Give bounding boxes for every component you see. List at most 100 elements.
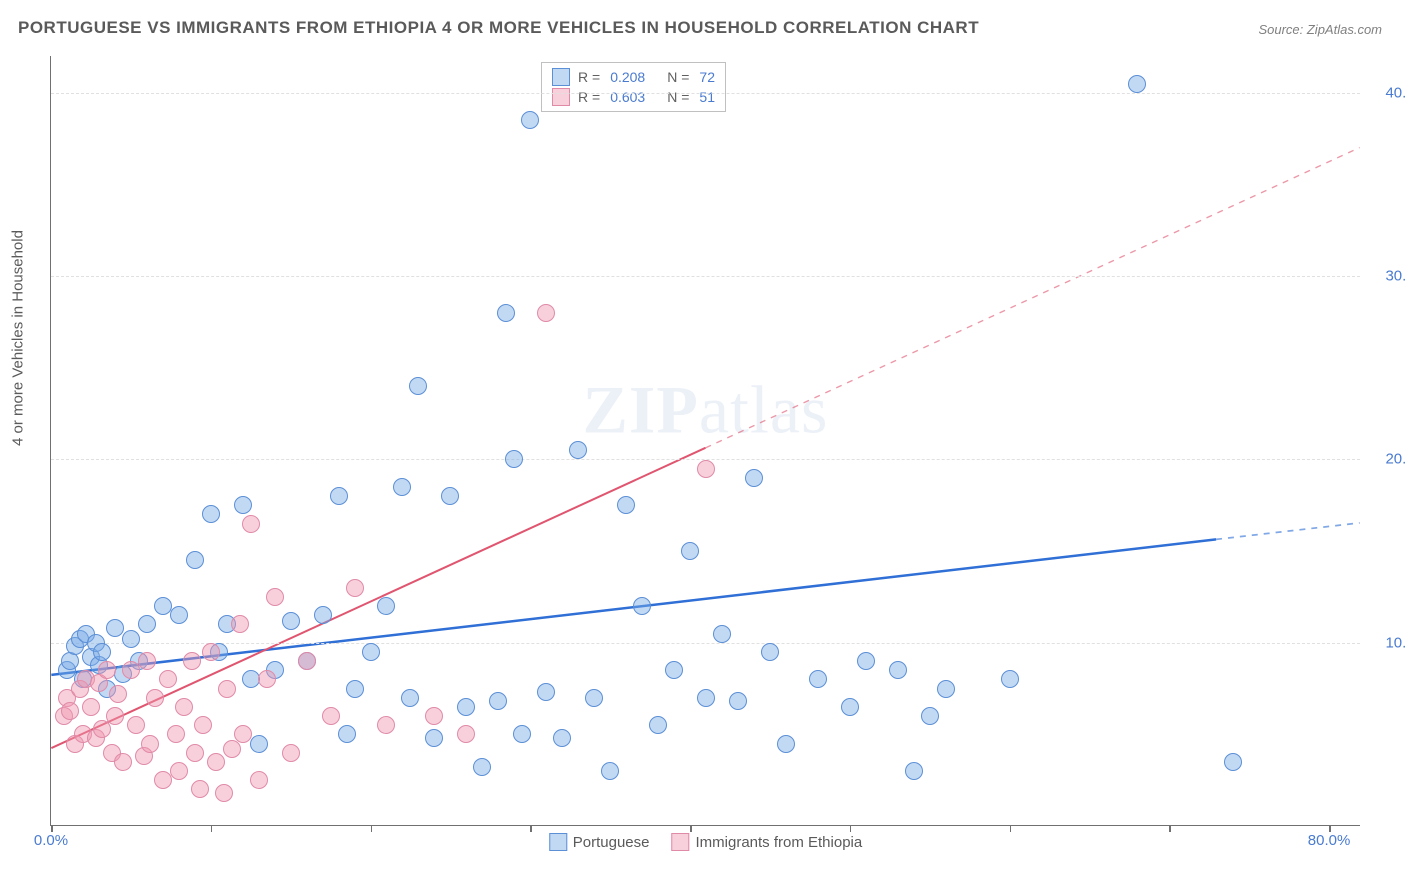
scatter-point-ethiopia — [98, 661, 116, 679]
x-tick-mark — [371, 825, 373, 832]
x-tick-mark — [690, 825, 692, 832]
legend-stats-box: R =0.208N =72R =0.603N =51 — [541, 62, 726, 112]
scatter-point-portuguese — [202, 505, 220, 523]
scatter-point-ethiopia — [250, 771, 268, 789]
scatter-point-ethiopia — [114, 753, 132, 771]
scatter-point-portuguese — [553, 729, 571, 747]
scatter-point-portuguese — [809, 670, 827, 688]
scatter-point-portuguese — [857, 652, 875, 670]
scatter-point-portuguese — [497, 304, 515, 322]
x-tick-mark — [1169, 825, 1171, 832]
x-tick-label: 0.0% — [34, 832, 68, 849]
legend-r-label: R = — [578, 89, 600, 105]
scatter-point-ethiopia — [697, 460, 715, 478]
scatter-point-portuguese — [681, 542, 699, 560]
scatter-point-ethiopia — [194, 716, 212, 734]
legend-r-value: 0.603 — [610, 89, 645, 105]
scatter-point-portuguese — [330, 487, 348, 505]
scatter-point-ethiopia — [377, 716, 395, 734]
scatter-point-portuguese — [93, 643, 111, 661]
scatter-point-ethiopia — [231, 615, 249, 633]
y-tick-label: 30.0% — [1368, 268, 1406, 285]
watermark-bold: ZIP — [583, 371, 699, 447]
x-tick-label: 80.0% — [1308, 832, 1351, 849]
legend-n-label: N = — [667, 69, 689, 85]
x-tick-mark — [530, 825, 532, 832]
scatter-point-portuguese — [521, 111, 539, 129]
scatter-point-portuguese — [617, 496, 635, 514]
y-tick-label: 10.0% — [1368, 634, 1406, 651]
scatter-point-ethiopia — [109, 685, 127, 703]
legend-n-label: N = — [667, 89, 689, 105]
y-tick-label: 20.0% — [1368, 451, 1406, 468]
scatter-point-ethiopia — [282, 744, 300, 762]
gridline-h — [51, 276, 1360, 277]
scatter-point-ethiopia — [207, 753, 225, 771]
watermark: ZIPatlas — [583, 370, 829, 449]
scatter-point-ethiopia — [186, 744, 204, 762]
legend-n-value: 51 — [699, 89, 715, 105]
scatter-point-portuguese — [713, 625, 731, 643]
scatter-point-ethiopia — [346, 579, 364, 597]
scatter-point-portuguese — [1128, 75, 1146, 93]
scatter-point-ethiopia — [298, 652, 316, 670]
scatter-point-ethiopia — [215, 784, 233, 802]
scatter-point-ethiopia — [266, 588, 284, 606]
source-attribution: Source: ZipAtlas.com — [1258, 22, 1382, 37]
legend-swatch-ethiopia — [552, 88, 570, 106]
scatter-point-portuguese — [665, 661, 683, 679]
scatter-point-ethiopia — [175, 698, 193, 716]
scatter-point-ethiopia — [61, 702, 79, 720]
scatter-point-ethiopia — [191, 780, 209, 798]
scatter-point-portuguese — [250, 735, 268, 753]
legend-bottom-item-portuguese: Portuguese — [549, 833, 650, 851]
scatter-point-portuguese — [697, 689, 715, 707]
scatter-point-portuguese — [393, 478, 411, 496]
scatter-point-portuguese — [505, 450, 523, 468]
y-axis-label: 4 or more Vehicles in Household — [10, 230, 27, 446]
scatter-point-portuguese — [441, 487, 459, 505]
scatter-point-portuguese — [314, 606, 332, 624]
scatter-point-portuguese — [122, 630, 140, 648]
scatter-point-ethiopia — [322, 707, 340, 725]
scatter-point-portuguese — [633, 597, 651, 615]
chart-title: PORTUGUESE VS IMMIGRANTS FROM ETHIOPIA 4… — [18, 18, 979, 38]
legend-stat-row-portuguese: R =0.208N =72 — [552, 67, 715, 87]
scatter-point-ethiopia — [167, 725, 185, 743]
scatter-point-ethiopia — [127, 716, 145, 734]
scatter-point-ethiopia — [242, 515, 260, 533]
legend-bottom: PortugueseImmigrants from Ethiopia — [549, 833, 862, 851]
scatter-point-ethiopia — [183, 652, 201, 670]
legend-n-value: 72 — [699, 69, 715, 85]
scatter-point-portuguese — [777, 735, 795, 753]
scatter-point-ethiopia — [170, 762, 188, 780]
legend-bottom-swatch-portuguese — [549, 833, 567, 851]
scatter-point-portuguese — [362, 643, 380, 661]
scatter-point-portuguese — [346, 680, 364, 698]
scatter-point-portuguese — [1224, 753, 1242, 771]
scatter-point-ethiopia — [457, 725, 475, 743]
chart-container: PORTUGUESE VS IMMIGRANTS FROM ETHIOPIA 4… — [0, 0, 1406, 892]
scatter-point-ethiopia — [154, 771, 172, 789]
watermark-rest: atlas — [699, 371, 829, 447]
scatter-point-portuguese — [457, 698, 475, 716]
scatter-point-portuguese — [921, 707, 939, 725]
scatter-point-ethiopia — [141, 735, 159, 753]
scatter-point-portuguese — [106, 619, 124, 637]
x-tick-mark — [1010, 825, 1012, 832]
scatter-point-portuguese — [170, 606, 188, 624]
legend-swatch-portuguese — [552, 68, 570, 86]
scatter-point-portuguese — [409, 377, 427, 395]
scatter-point-ethiopia — [202, 643, 220, 661]
scatter-point-ethiopia — [234, 725, 252, 743]
scatter-point-ethiopia — [82, 698, 100, 716]
legend-r-value: 0.208 — [610, 69, 645, 85]
scatter-point-ethiopia — [223, 740, 241, 758]
scatter-point-ethiopia — [537, 304, 555, 322]
scatter-point-portuguese — [537, 683, 555, 701]
scatter-point-portuguese — [601, 762, 619, 780]
scatter-point-portuguese — [841, 698, 859, 716]
scatter-point-portuguese — [905, 762, 923, 780]
scatter-point-portuguese — [649, 716, 667, 734]
scatter-point-portuguese — [937, 680, 955, 698]
